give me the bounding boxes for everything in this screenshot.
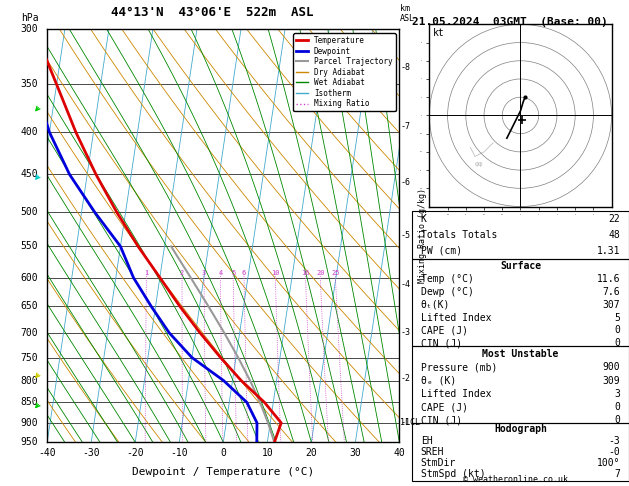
Text: 350: 350 [21,79,38,89]
Text: 0: 0 [615,402,620,412]
Text: 16: 16 [301,270,309,277]
Text: 300: 300 [21,24,38,34]
Text: 3: 3 [202,270,206,277]
Text: 0: 0 [615,338,620,348]
Text: -8: -8 [400,63,410,72]
Bar [412,346,629,423]
Text: -5: -5 [400,231,410,240]
Text: 700: 700 [21,328,38,338]
Text: Lifted Index: Lifted Index [421,389,491,399]
Text: 40: 40 [394,449,405,458]
Text: Dewp (°C): Dewp (°C) [421,287,474,297]
Text: -10: -10 [170,449,188,458]
Text: 0: 0 [615,416,620,425]
Text: K: K [421,214,426,224]
Text: 20: 20 [316,270,325,277]
Text: 21.05.2024  03GMT  (Base: 00): 21.05.2024 03GMT (Base: 00) [412,17,608,27]
Text: 0: 0 [220,449,226,458]
Text: -4: -4 [400,280,410,289]
Bar [412,259,629,346]
Text: -3: -3 [400,329,410,337]
Text: 450: 450 [21,170,38,179]
Text: 309: 309 [603,376,620,386]
Text: © weatheronline.co.uk: © weatheronline.co.uk [464,474,568,484]
Text: Totals Totals: Totals Totals [421,230,497,240]
Text: 2: 2 [180,270,184,277]
Text: StmDir: StmDir [421,458,456,469]
Text: 22: 22 [609,214,620,224]
Text: hPa: hPa [21,13,38,23]
Text: 650: 650 [21,301,38,311]
Text: 307: 307 [603,300,620,310]
Text: 1: 1 [144,270,148,277]
Text: Lifted Index: Lifted Index [421,312,491,323]
Text: 10: 10 [262,449,273,458]
Text: Hodograph: Hodograph [494,424,547,434]
Text: 850: 850 [21,398,38,407]
Text: -6: -6 [400,178,410,187]
Text: 6: 6 [242,270,246,277]
Text: -20: -20 [126,449,144,458]
Text: 48: 48 [609,230,620,240]
Text: -7: -7 [400,122,410,131]
Text: 7: 7 [615,469,620,479]
Text: Dewpoint / Temperature (°C): Dewpoint / Temperature (°C) [132,467,314,477]
Text: EH: EH [421,436,432,446]
Text: θₑ (K): θₑ (K) [421,376,456,386]
Text: -3: -3 [609,436,620,446]
Text: Surface: Surface [500,260,541,271]
Text: 800: 800 [21,376,38,386]
Text: 750: 750 [21,352,38,363]
Text: PW (cm): PW (cm) [421,246,462,256]
Text: 900: 900 [21,418,38,428]
Text: CAPE (J): CAPE (J) [421,402,468,412]
Text: 30: 30 [350,449,361,458]
Text: 10: 10 [271,270,279,277]
Text: kt: kt [433,28,445,38]
Text: -30: -30 [82,449,100,458]
Text: StmSpd (kt): StmSpd (kt) [421,469,486,479]
Text: 20: 20 [306,449,317,458]
Text: -2: -2 [400,374,410,383]
Text: km
ASL: km ASL [400,3,415,23]
Text: 1.31: 1.31 [597,246,620,256]
Legend: Temperature, Dewpoint, Parcel Trajectory, Dry Adiabat, Wet Adiabat, Isotherm, Mi: Temperature, Dewpoint, Parcel Trajectory… [293,33,396,111]
Text: 5: 5 [231,270,235,277]
Text: Pressure (mb): Pressure (mb) [421,363,497,372]
Text: -40: -40 [38,449,56,458]
Text: 11.6: 11.6 [597,274,620,284]
Text: 5: 5 [615,312,620,323]
Text: Temp (°C): Temp (°C) [421,274,474,284]
Text: 25: 25 [331,270,340,277]
Bar [412,211,629,259]
Text: 550: 550 [21,242,38,251]
Text: 7.6: 7.6 [603,287,620,297]
Text: 950: 950 [21,437,38,447]
Text: 3: 3 [615,389,620,399]
Text: Mixing Ratio (g/kg): Mixing Ratio (g/kg) [418,188,427,283]
Text: θₜ(K): θₜ(K) [421,300,450,310]
Text: SREH: SREH [421,447,444,457]
Text: 100°: 100° [597,458,620,469]
Text: 0: 0 [615,326,620,335]
Text: CIN (J): CIN (J) [421,416,462,425]
Text: 500: 500 [21,207,38,217]
Text: 44°13'N  43°06'E  522m  ASL: 44°13'N 43°06'E 522m ASL [111,6,314,19]
Text: 400: 400 [21,127,38,137]
Text: Most Unstable: Most Unstable [482,349,559,359]
Text: φφ: φφ [475,160,484,167]
Text: -0: -0 [609,447,620,457]
Text: 600: 600 [21,273,38,282]
Text: CIN (J): CIN (J) [421,338,462,348]
Text: 1LCL: 1LCL [400,418,420,427]
Bar [412,423,629,481]
Text: -1: -1 [400,417,410,427]
Text: 4: 4 [218,270,223,277]
Text: 900: 900 [603,363,620,372]
Text: CAPE (J): CAPE (J) [421,326,468,335]
